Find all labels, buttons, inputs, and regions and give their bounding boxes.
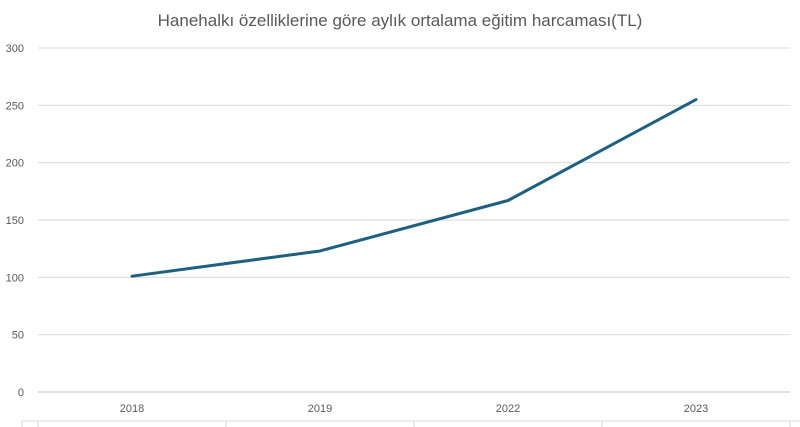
series	[130, 98, 698, 278]
x-tick-label: 2019	[308, 403, 332, 415]
chart-title: Hanehalkı özelliklerine göre aylık ortal…	[158, 11, 643, 30]
x-axis-tick-labels: 2018 2019 2022 2023	[120, 403, 708, 415]
x-tick-label: 2023	[684, 403, 708, 415]
y-tick-label: 0	[18, 387, 24, 399]
y-tick-label: 50	[12, 330, 24, 342]
y-tick-label: 300	[6, 43, 24, 55]
y-tick-label: 250	[6, 100, 24, 112]
y-tick-label: 200	[6, 158, 24, 170]
chart-frame	[21, 420, 800, 427]
y-tick-label: 150	[6, 215, 24, 227]
y-tick-label: 100	[6, 272, 24, 284]
gridlines	[38, 47, 790, 336]
y-axis-tick-labels: 0 50 100 150 200 250 300	[6, 43, 24, 399]
series-line-0	[130, 98, 698, 278]
x-tick-label: 2022	[496, 403, 520, 415]
x-tick-label: 2018	[120, 403, 144, 415]
